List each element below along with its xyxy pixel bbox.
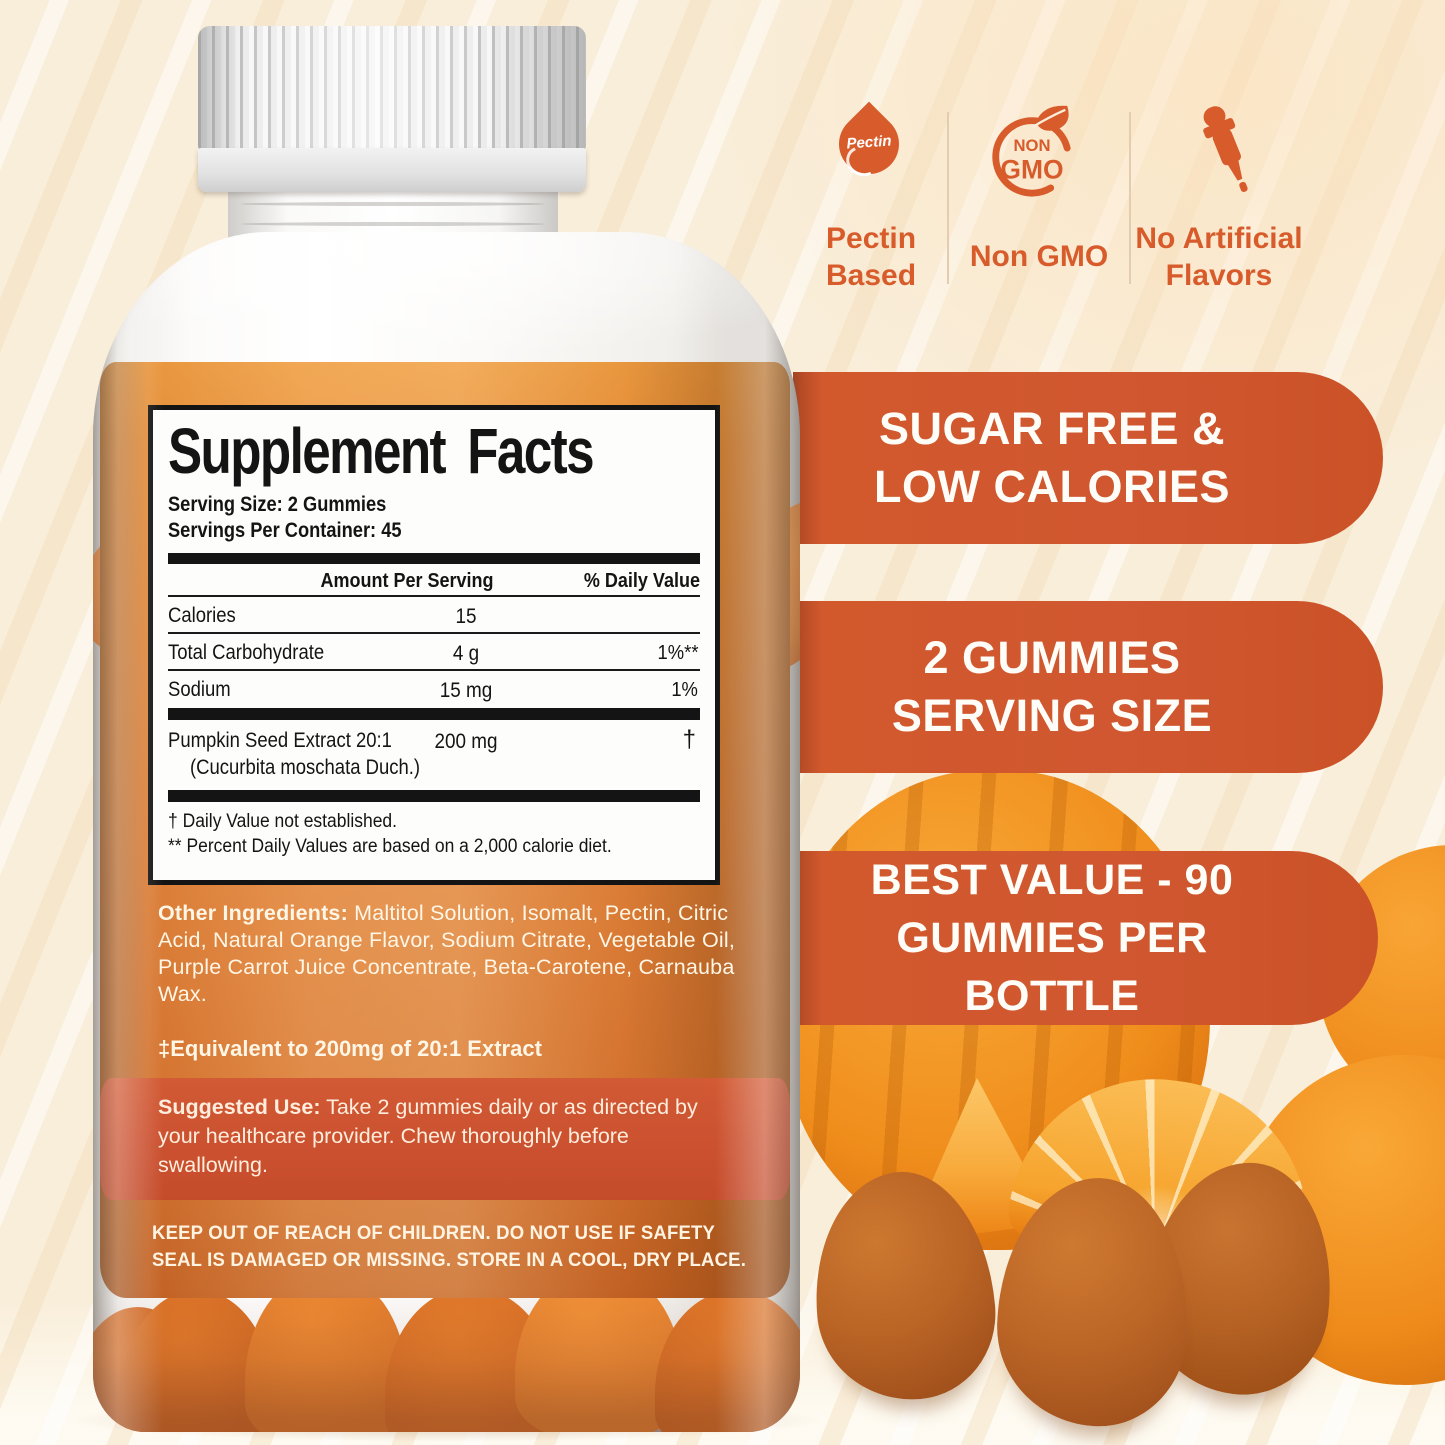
suggested-use-lead: Suggested Use: — [158, 1095, 321, 1119]
badge-label-line: Based — [826, 259, 917, 292]
other-ingredients-paragraph: Other Ingredients: Maltitol Solution, Is… — [158, 900, 770, 1008]
suggested-use-paragraph: Suggested Use: Take 2 gummies daily or a… — [158, 1093, 744, 1180]
nutrient-amount: 15 — [455, 605, 477, 628]
dropper-tip-drop — [1239, 181, 1248, 192]
nutrient-amount: 200 mg — [434, 730, 498, 753]
badge-label-line: Pectin — [826, 222, 917, 255]
supplement-facts-title: Supplement Facts — [168, 415, 595, 487]
badge-label-line: Non GMO — [969, 240, 1109, 273]
badge-divider — [947, 112, 949, 284]
neck-ring — [241, 222, 545, 226]
servings-per-container-text: Servings Per Container: 45 — [168, 519, 402, 542]
callout-best-value: BEST VALUE - 90 GUMMIES PER BOTTLE — [793, 851, 1378, 1025]
badge-label-line: Flavors — [1165, 259, 1273, 292]
badge-label-no-artificial-flavors: No Artificial Flavors — [1134, 220, 1304, 294]
bottle-cap — [198, 26, 586, 150]
footnote-daily-value: † Daily Value not established. — [168, 811, 398, 832]
serving-size-text: Serving Size: 2 Gummies — [168, 493, 387, 516]
callout-sugar-free: SUGAR FREE & LOW CALORIES — [793, 372, 1383, 544]
facts-row-calories: Calories 15 — [168, 597, 700, 634]
dropper-body — [1212, 129, 1242, 166]
nutrient-subname: (Cucurbita moschata Duch.) — [190, 756, 421, 779]
supplement-facts-panel: Supplement Facts Serving Size: 2 Gummies… — [148, 405, 720, 885]
callout-line: SERVING SIZE — [891, 690, 1213, 741]
callout-text: SUGAR FREE & LOW CALORIES — [811, 400, 1293, 516]
facts-divider-bar — [168, 553, 700, 564]
nutrient-amount: 4 g — [452, 642, 480, 665]
non-gmo-text-bottom: GMO — [1000, 154, 1063, 184]
amount-per-serving-header: Amount Per Serving — [320, 570, 494, 592]
callout-line: GUMMIES PER BOTTLE — [896, 914, 1208, 1020]
bottle-body: Supplement Facts Serving Size: 2 Gummies… — [93, 232, 800, 1432]
nutrient-name: Total Carbohydrate — [168, 641, 325, 664]
nutrient-dv: 1% — [671, 679, 698, 701]
callout-text: BEST VALUE - 90 GUMMIES PER BOTTLE — [811, 851, 1293, 1025]
badge-label-pectin-based: Pectin Based — [826, 220, 956, 294]
nutrient-dv: † — [682, 726, 696, 753]
warning-line: KEEP OUT OF REACH OF CHILDREN. DO NOT US… — [152, 1222, 716, 1244]
other-ingredients-lead: Other Ingredients: — [158, 901, 348, 925]
pectin-drop-label: Pectin — [845, 132, 893, 153]
equivalent-note: ‡Equivalent to 200mg of 20:1 Extract — [158, 1036, 542, 1061]
callout-text: 2 GUMMIES SERVING SIZE — [811, 629, 1293, 745]
footnote-percent: ** Percent Daily Values are based on a 2… — [168, 836, 612, 857]
nutrient-name: Calories — [168, 604, 236, 627]
warning-line: SEAL IS DAMAGED OR MISSING. STORE IN A C… — [152, 1249, 747, 1271]
bottle-label: Supplement Facts Serving Size: 2 Gummies… — [100, 362, 790, 1298]
dropper-icon — [1203, 106, 1248, 192]
badge-divider — [1129, 112, 1131, 284]
facts-divider-bar — [168, 790, 700, 802]
dropper-bulb — [1203, 106, 1226, 127]
gummy-in-bottle — [655, 1290, 800, 1432]
facts-header-row: Amount Per Serving % Daily Value — [168, 564, 700, 595]
pectin-drop-icon: Pectin — [826, 100, 912, 200]
neck-ring — [241, 202, 545, 206]
facts-row-pumpkin-extract: Pumpkin Seed Extract 20:1 (Cucurbita mos… — [168, 720, 700, 790]
facts-row-sodium: Sodium 15 mg 1% — [168, 671, 700, 708]
non-gmo-icon: NON GMO — [992, 105, 1072, 197]
nutrient-dv: 1%** — [657, 642, 698, 664]
callout-line: SUGAR FREE & — [878, 403, 1226, 454]
facts-divider-bar — [168, 708, 700, 720]
non-gmo-text-top: NON — [1013, 136, 1050, 155]
daily-value-header: % Daily Value — [583, 570, 700, 592]
callout-line: 2 GUMMIES — [923, 632, 1181, 683]
dropper-collar — [1203, 118, 1236, 139]
badge-label-non-gmo: Non GMO — [959, 238, 1119, 275]
leaf-stem — [1031, 108, 1066, 129]
suggested-use-band: Suggested Use: Take 2 gummies daily or a… — [100, 1078, 790, 1200]
callout-line: BEST VALUE - 90 — [870, 856, 1234, 904]
callout-serving-size: 2 GUMMIES SERVING SIZE — [793, 601, 1383, 773]
facts-row-carbohydrate: Total Carbohydrate 4 g 1%** — [168, 634, 700, 671]
warning-paragraph: KEEP OUT OF REACH OF CHILDREN. DO NOT US… — [152, 1220, 768, 1274]
non-gmo-circle — [992, 117, 1072, 197]
nutrient-name: Sodium — [168, 678, 231, 701]
nutrient-amount: 15 mg — [439, 679, 493, 702]
nutrient-name: Pumpkin Seed Extract 20:1 — [168, 729, 392, 752]
dropper-taper — [1226, 158, 1243, 181]
badge-label-line: No Artificial — [1135, 222, 1303, 255]
callout-line: LOW CALORIES — [874, 461, 1230, 512]
bottle-cap-band — [198, 148, 586, 192]
